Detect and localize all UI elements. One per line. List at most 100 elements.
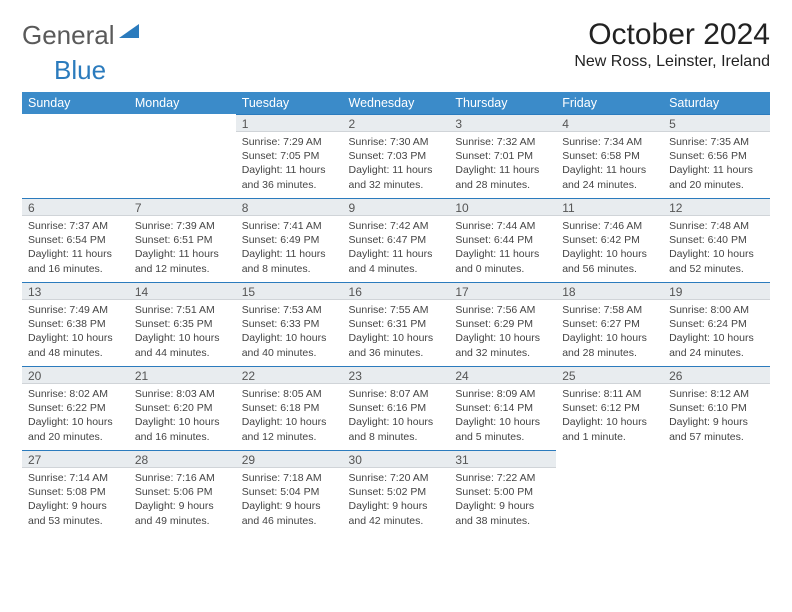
day-details: Sunrise: 7:51 AMSunset: 6:35 PMDaylight:…	[129, 300, 236, 364]
day-details: Sunrise: 7:39 AMSunset: 6:51 PMDaylight:…	[129, 216, 236, 280]
day-number: 29	[236, 450, 343, 468]
day-number: 17	[449, 282, 556, 300]
day-details: Sunrise: 8:11 AMSunset: 6:12 PMDaylight:…	[556, 384, 663, 448]
calendar-cell: 31Sunrise: 7:22 AMSunset: 5:00 PMDayligh…	[449, 450, 556, 534]
calendar-table: SundayMondayTuesdayWednesdayThursdayFrid…	[22, 92, 770, 534]
day-details: Sunrise: 7:20 AMSunset: 5:02 PMDaylight:…	[343, 468, 450, 532]
day-number: 12	[663, 198, 770, 216]
day-number: 23	[343, 366, 450, 384]
calendar-cell: 22Sunrise: 8:05 AMSunset: 6:18 PMDayligh…	[236, 366, 343, 450]
day-header: Sunday	[22, 92, 129, 114]
calendar-cell: 21Sunrise: 8:03 AMSunset: 6:20 PMDayligh…	[129, 366, 236, 450]
calendar-cell: 17Sunrise: 7:56 AMSunset: 6:29 PMDayligh…	[449, 282, 556, 366]
calendar-cell: 27Sunrise: 7:14 AMSunset: 5:08 PMDayligh…	[22, 450, 129, 534]
day-number: 27	[22, 450, 129, 468]
calendar-cell: 19Sunrise: 8:00 AMSunset: 6:24 PMDayligh…	[663, 282, 770, 366]
day-number: 30	[343, 450, 450, 468]
day-details: Sunrise: 8:09 AMSunset: 6:14 PMDaylight:…	[449, 384, 556, 448]
day-number: 15	[236, 282, 343, 300]
day-number: 2	[343, 114, 450, 132]
calendar-cell: 2Sunrise: 7:30 AMSunset: 7:03 PMDaylight…	[343, 114, 450, 198]
day-details: Sunrise: 7:53 AMSunset: 6:33 PMDaylight:…	[236, 300, 343, 364]
day-number: 20	[22, 366, 129, 384]
calendar-cell: 29Sunrise: 7:18 AMSunset: 5:04 PMDayligh…	[236, 450, 343, 534]
calendar-cell	[22, 114, 129, 198]
calendar-cell: 30Sunrise: 7:20 AMSunset: 5:02 PMDayligh…	[343, 450, 450, 534]
day-number: 16	[343, 282, 450, 300]
day-details: Sunrise: 8:02 AMSunset: 6:22 PMDaylight:…	[22, 384, 129, 448]
calendar-cell: 11Sunrise: 7:46 AMSunset: 6:42 PMDayligh…	[556, 198, 663, 282]
day-header: Saturday	[663, 92, 770, 114]
day-number: 3	[449, 114, 556, 132]
day-details: Sunrise: 7:29 AMSunset: 7:05 PMDaylight:…	[236, 132, 343, 196]
day-header: Friday	[556, 92, 663, 114]
day-details: Sunrise: 8:12 AMSunset: 6:10 PMDaylight:…	[663, 384, 770, 448]
month-title: October 2024	[574, 18, 770, 51]
day-number: 5	[663, 114, 770, 132]
day-details: Sunrise: 7:18 AMSunset: 5:04 PMDaylight:…	[236, 468, 343, 532]
calendar-body: 1Sunrise: 7:29 AMSunset: 7:05 PMDaylight…	[22, 114, 770, 534]
calendar-cell: 24Sunrise: 8:09 AMSunset: 6:14 PMDayligh…	[449, 366, 556, 450]
day-number: 26	[663, 366, 770, 384]
calendar-cell: 18Sunrise: 7:58 AMSunset: 6:27 PMDayligh…	[556, 282, 663, 366]
calendar-cell: 20Sunrise: 8:02 AMSunset: 6:22 PMDayligh…	[22, 366, 129, 450]
day-details: Sunrise: 7:22 AMSunset: 5:00 PMDaylight:…	[449, 468, 556, 532]
day-number: 10	[449, 198, 556, 216]
day-details: Sunrise: 7:37 AMSunset: 6:54 PMDaylight:…	[22, 216, 129, 280]
day-number: 28	[129, 450, 236, 468]
day-details: Sunrise: 7:58 AMSunset: 6:27 PMDaylight:…	[556, 300, 663, 364]
day-details: Sunrise: 7:48 AMSunset: 6:40 PMDaylight:…	[663, 216, 770, 280]
calendar-cell: 25Sunrise: 8:11 AMSunset: 6:12 PMDayligh…	[556, 366, 663, 450]
calendar-cell: 16Sunrise: 7:55 AMSunset: 6:31 PMDayligh…	[343, 282, 450, 366]
logo-text-general: General	[22, 22, 115, 48]
title-block: October 2024 New Ross, Leinster, Ireland	[574, 18, 770, 71]
day-number: 18	[556, 282, 663, 300]
day-details: Sunrise: 7:16 AMSunset: 5:06 PMDaylight:…	[129, 468, 236, 532]
calendar-cell: 13Sunrise: 7:49 AMSunset: 6:38 PMDayligh…	[22, 282, 129, 366]
day-details: Sunrise: 8:03 AMSunset: 6:20 PMDaylight:…	[129, 384, 236, 448]
calendar-cell	[129, 114, 236, 198]
day-details: Sunrise: 7:49 AMSunset: 6:38 PMDaylight:…	[22, 300, 129, 364]
calendar-cell: 14Sunrise: 7:51 AMSunset: 6:35 PMDayligh…	[129, 282, 236, 366]
calendar-cell: 3Sunrise: 7:32 AMSunset: 7:01 PMDaylight…	[449, 114, 556, 198]
day-number: 24	[449, 366, 556, 384]
calendar-cell: 15Sunrise: 7:53 AMSunset: 6:33 PMDayligh…	[236, 282, 343, 366]
day-number: 11	[556, 198, 663, 216]
calendar-cell: 12Sunrise: 7:48 AMSunset: 6:40 PMDayligh…	[663, 198, 770, 282]
day-details: Sunrise: 8:07 AMSunset: 6:16 PMDaylight:…	[343, 384, 450, 448]
calendar-cell: 1Sunrise: 7:29 AMSunset: 7:05 PMDaylight…	[236, 114, 343, 198]
day-details: Sunrise: 7:32 AMSunset: 7:01 PMDaylight:…	[449, 132, 556, 196]
calendar-cell: 26Sunrise: 8:12 AMSunset: 6:10 PMDayligh…	[663, 366, 770, 450]
day-details: Sunrise: 7:56 AMSunset: 6:29 PMDaylight:…	[449, 300, 556, 364]
day-number: 8	[236, 198, 343, 216]
day-details: Sunrise: 7:34 AMSunset: 6:58 PMDaylight:…	[556, 132, 663, 196]
day-details: Sunrise: 7:44 AMSunset: 6:44 PMDaylight:…	[449, 216, 556, 280]
day-header: Tuesday	[236, 92, 343, 114]
day-details: Sunrise: 7:35 AMSunset: 6:56 PMDaylight:…	[663, 132, 770, 196]
day-number: 1	[236, 114, 343, 132]
day-number: 4	[556, 114, 663, 132]
day-details: Sunrise: 7:14 AMSunset: 5:08 PMDaylight:…	[22, 468, 129, 532]
day-details: Sunrise: 7:41 AMSunset: 6:49 PMDaylight:…	[236, 216, 343, 280]
calendar-cell: 8Sunrise: 7:41 AMSunset: 6:49 PMDaylight…	[236, 198, 343, 282]
day-details: Sunrise: 7:42 AMSunset: 6:47 PMDaylight:…	[343, 216, 450, 280]
day-number: 9	[343, 198, 450, 216]
day-number: 31	[449, 450, 556, 468]
calendar-week-row: 27Sunrise: 7:14 AMSunset: 5:08 PMDayligh…	[22, 450, 770, 534]
day-number: 25	[556, 366, 663, 384]
day-number: 13	[22, 282, 129, 300]
calendar-cell: 5Sunrise: 7:35 AMSunset: 6:56 PMDaylight…	[663, 114, 770, 198]
calendar-week-row: 6Sunrise: 7:37 AMSunset: 6:54 PMDaylight…	[22, 198, 770, 282]
day-number: 7	[129, 198, 236, 216]
calendar-cell	[556, 450, 663, 534]
day-number: 22	[236, 366, 343, 384]
logo: General	[22, 18, 141, 48]
calendar-cell: 7Sunrise: 7:39 AMSunset: 6:51 PMDaylight…	[129, 198, 236, 282]
calendar-cell: 9Sunrise: 7:42 AMSunset: 6:47 PMDaylight…	[343, 198, 450, 282]
day-details: Sunrise: 7:55 AMSunset: 6:31 PMDaylight:…	[343, 300, 450, 364]
location: New Ross, Leinster, Ireland	[574, 53, 770, 71]
calendar-cell: 28Sunrise: 7:16 AMSunset: 5:06 PMDayligh…	[129, 450, 236, 534]
day-details: Sunrise: 8:00 AMSunset: 6:24 PMDaylight:…	[663, 300, 770, 364]
calendar-cell	[663, 450, 770, 534]
logo-triangle-icon	[119, 22, 139, 43]
